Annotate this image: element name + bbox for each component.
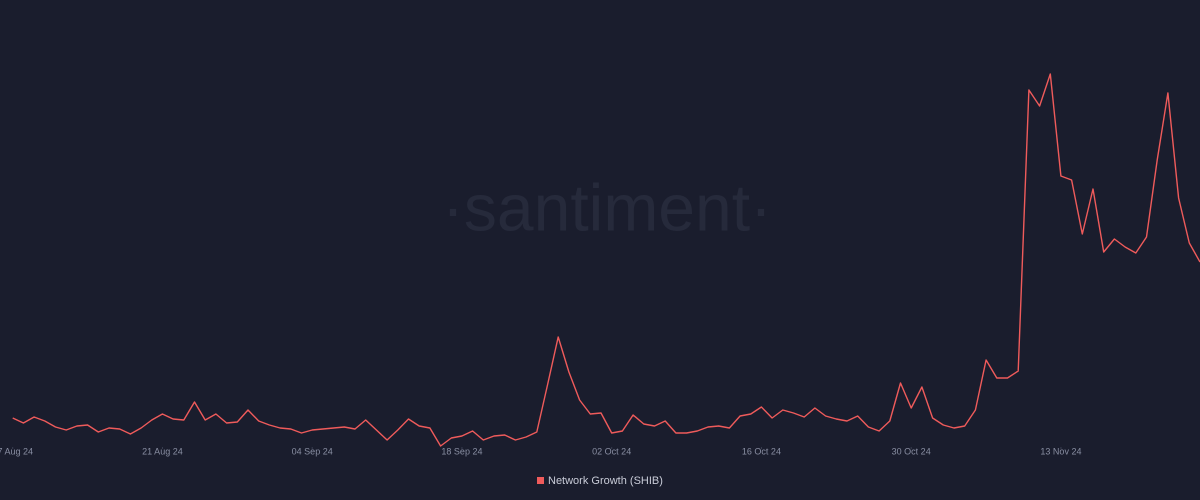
legend-label: Network Growth (SHIB) — [548, 475, 663, 487]
x-tick-label: 02 Oct 24 — [592, 446, 631, 456]
x-tick-label: 16 Oct 24 — [742, 446, 781, 456]
watermark: ·santiment· — [442, 170, 772, 244]
legend-item: Network Growth (SHIB) — [537, 475, 663, 487]
legend-swatch — [537, 477, 544, 484]
x-tick-label: 13 Nov 24 — [1040, 446, 1081, 456]
x-tick-label: 07 Aug 24 — [0, 446, 33, 456]
data-line — [12, 73, 1200, 447]
x-tick-label: 21 Aug 24 — [142, 446, 183, 456]
x-tick-label: 18 Sep 24 — [441, 446, 482, 456]
x-tick-label: 30 Oct 24 — [892, 446, 931, 456]
x-tick-label: 04 Sep 24 — [292, 446, 333, 456]
